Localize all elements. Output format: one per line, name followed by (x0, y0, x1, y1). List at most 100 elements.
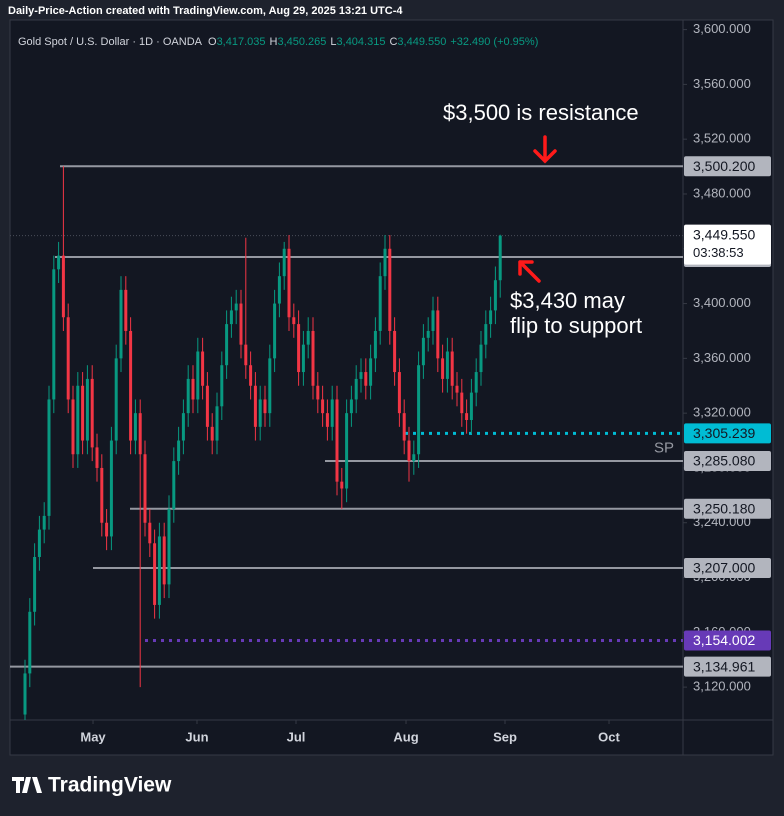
candle-body (345, 413, 349, 489)
candle-body (321, 399, 325, 414)
legend-prefix: H (270, 36, 278, 48)
legend-value: 3,417.035 (217, 36, 266, 48)
legend-value: 3,449.550 (397, 36, 446, 48)
legend-change-pct: (+0.95%) (493, 36, 538, 48)
candle-body (431, 310, 435, 331)
candle-body (493, 280, 497, 311)
y-tick-label: 3,360.000 (693, 350, 751, 365)
candle-body (417, 365, 421, 455)
chart-pane (9, 19, 774, 756)
candle-body (498, 235, 502, 281)
candle-body (253, 385, 257, 427)
candle-body (205, 385, 209, 427)
countdown: 03:38:53 (693, 245, 744, 260)
candle-body (210, 426, 214, 441)
candle-body (57, 255, 61, 270)
candle-body (138, 413, 142, 455)
x-tick-label: Aug (393, 729, 418, 744)
annotation: $3,430 may (510, 288, 625, 313)
candle-body (421, 337, 425, 366)
candle-body (455, 385, 459, 393)
candle-body (109, 440, 113, 537)
arrows (518, 135, 557, 283)
candle-body (229, 310, 233, 325)
candle-body (306, 330, 310, 345)
candle-body (340, 481, 344, 489)
level-label-box (684, 156, 771, 177)
candle-body (354, 378, 358, 400)
candle-body (244, 344, 248, 366)
candle-body (167, 509, 171, 585)
arrow-up-left (518, 260, 541, 283)
level-label: 3,500.200 (693, 158, 755, 174)
x-tick-label: Oct (598, 729, 620, 744)
x-tick-label: May (80, 729, 106, 744)
candle-body (465, 413, 469, 420)
candle-body (292, 317, 296, 325)
candle-body (85, 378, 89, 441)
x-tick-label: Jul (287, 729, 306, 744)
y-tick-label: 3,560.000 (693, 76, 751, 91)
candle-body (186, 378, 190, 414)
legend-symbol: Gold Spot / U.S. Dollar · 1D · OANDA (18, 36, 203, 48)
y-tick-label: 3,320.000 (693, 405, 751, 420)
y-tick-label: 3,520.000 (693, 131, 751, 146)
annotation: flip to support (510, 313, 642, 338)
level-label: 3,305.239 (693, 425, 755, 441)
candle-body (201, 351, 205, 386)
level-label-box (684, 656, 771, 677)
candle-body (436, 310, 440, 359)
candle-body (325, 413, 329, 427)
candle-body (373, 330, 377, 359)
legend-prefix: L (330, 36, 336, 48)
footer: TradingView (48, 774, 172, 797)
candle-body (172, 461, 176, 510)
candle-body (162, 536, 166, 585)
candle-body (249, 365, 253, 386)
candle-body (484, 324, 488, 345)
logo-mark (12, 777, 42, 793)
candle-body (71, 399, 75, 455)
candle-body (268, 358, 272, 414)
candle-body (37, 529, 41, 557)
candle-body (273, 303, 277, 359)
candle-body (66, 317, 70, 400)
candle-body (469, 392, 473, 420)
candle-body (215, 406, 219, 441)
candle-body (52, 269, 56, 400)
candle-body (479, 344, 483, 373)
header: Daily-Price-Action created with TradingV… (8, 5, 403, 17)
level-label-box (684, 630, 771, 651)
candle-body (181, 413, 185, 441)
level-label: 3,250.180 (693, 500, 755, 516)
candle-body (301, 344, 305, 373)
candle-body (349, 399, 353, 414)
candle-body (95, 447, 99, 468)
last-price-box (684, 224, 771, 265)
arrow-down (533, 135, 557, 164)
level-label: 3,134.961 (693, 658, 755, 674)
level-label-box (684, 423, 771, 444)
candle-body (282, 248, 286, 277)
legend-change: +32.490 (450, 36, 490, 48)
candle-body (359, 372, 363, 379)
candle-body (393, 330, 397, 373)
candle-body (114, 358, 118, 441)
candle-body (397, 372, 401, 414)
candle-body (426, 330, 430, 338)
candle-body (335, 399, 339, 482)
candle-body (133, 413, 137, 441)
candle-body (33, 556, 37, 612)
candle-body (47, 399, 51, 516)
candle-body (277, 276, 281, 304)
candle-body (316, 385, 320, 400)
candle-body (157, 536, 161, 605)
candle-body (364, 372, 368, 386)
legend-prefix: C (389, 36, 397, 48)
candle-body (412, 454, 416, 462)
candle-body (330, 399, 334, 427)
candle-body (402, 413, 406, 441)
y-tick-label: 3,480.000 (693, 185, 751, 200)
